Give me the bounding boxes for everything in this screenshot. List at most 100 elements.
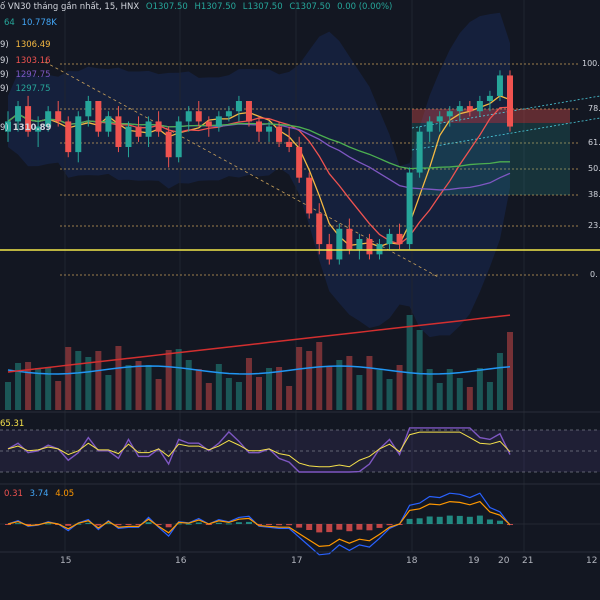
candle-body	[446, 111, 453, 117]
candle-body	[55, 111, 62, 122]
indicator-legend-ma3[interactable]: 9) 1297.75	[0, 70, 55, 80]
candle-body	[396, 233, 403, 245]
legend-value: 1303.16	[15, 56, 51, 66]
candle-body	[436, 116, 443, 122]
rsi-legend[interactable]: 65.31	[0, 419, 28, 429]
volume-bar	[346, 356, 353, 410]
volume-bar	[25, 362, 32, 410]
ma-line-fast	[7, 95, 511, 248]
volume-bar	[235, 382, 242, 410]
candle-body	[45, 111, 52, 127]
candle-body	[466, 106, 473, 112]
price-tag-value: 1310.89	[12, 123, 52, 133]
candle-body	[205, 121, 212, 127]
candle-body	[476, 101, 483, 112]
candle-body	[507, 75, 513, 127]
volume-bar	[135, 361, 142, 410]
macd-histogram-bar	[145, 522, 152, 524]
macd-histogram-bar	[436, 516, 443, 524]
volume-bar	[316, 342, 323, 410]
candle-body	[195, 111, 202, 122]
time-tick: 15	[60, 556, 72, 566]
candle-body	[356, 239, 363, 250]
volume-bar	[155, 379, 162, 410]
volume-bar	[436, 383, 443, 410]
candle-body	[225, 111, 232, 117]
volume-bar	[115, 346, 122, 410]
macd-pane	[0, 492, 600, 556]
macd-histogram-bar	[376, 524, 383, 528]
legend-value: 1297.75	[15, 70, 51, 80]
indicator-legend-ma4[interactable]: 9) 1297.75	[0, 84, 55, 94]
candle-body	[15, 106, 22, 122]
volume-bar	[105, 375, 112, 410]
grid-lines	[64, 0, 525, 552]
indicator-legend-volume[interactable]: 64 10.778K	[0, 18, 61, 28]
volume-bar	[286, 386, 293, 410]
macd-histogram-bar	[416, 518, 423, 524]
macd-histogram-value: 0.31	[4, 489, 23, 499]
volume-bar	[426, 369, 433, 410]
candle-body	[416, 131, 423, 173]
rsi-line	[7, 427, 511, 473]
macd-histogram-bar	[346, 524, 353, 532]
volume-bar	[215, 364, 222, 410]
candle-body	[85, 101, 92, 117]
volume-bar	[296, 347, 303, 410]
macd-histogram-bar	[105, 523, 112, 525]
legend-value: 10.778K	[21, 18, 57, 28]
candle-body	[125, 126, 132, 147]
candle-body	[95, 101, 102, 132]
candle-body	[316, 213, 323, 245]
candle-body	[35, 126, 42, 132]
candle-body	[215, 116, 222, 127]
macd-signal-line	[7, 500, 511, 548]
macd-legend[interactable]: 0.31 3.74 4.05	[4, 489, 78, 499]
macd-histogram-bar	[266, 524, 273, 525]
bollinger-bands	[8, 12, 510, 338]
volume-bar	[496, 353, 503, 410]
macd-histogram-bar	[496, 520, 503, 524]
rsi-signal-line	[7, 431, 511, 468]
macd-histogram-bar	[296, 524, 303, 528]
candle-body	[165, 131, 172, 158]
volume-bar	[145, 365, 152, 410]
candle-body	[266, 126, 273, 132]
macd-histogram-bar	[326, 524, 333, 533]
candle-body	[366, 239, 373, 255]
candle-body	[235, 101, 242, 112]
macd-histogram-bar	[75, 523, 82, 525]
candle-body	[155, 121, 162, 132]
macd-histogram-bar	[225, 523, 232, 525]
macd-histogram-bar	[15, 523, 22, 525]
volume-bar	[35, 368, 42, 410]
macd-histogram-bar	[366, 524, 373, 531]
volume-bar	[507, 332, 513, 410]
volume-bar	[336, 360, 343, 410]
ohlc-open: O1307.50	[145, 2, 188, 12]
macd-histogram-bar	[195, 522, 202, 524]
candle-body	[376, 244, 383, 255]
fib-label-61: 61.	[588, 138, 600, 147]
volume-bar	[185, 360, 192, 410]
indicator-legend-ma1[interactable]: 9) 1306.49	[0, 40, 55, 50]
macd-line-value: 3.74	[29, 489, 49, 499]
candle-body	[426, 121, 433, 132]
legend-prefix: 9)	[0, 40, 9, 50]
macd-histogram-bar	[486, 519, 493, 524]
volume-bar	[5, 382, 11, 410]
macd-histogram-bar	[95, 524, 102, 526]
indicator-legend-ma2[interactable]: 9) 1303.16	[0, 56, 55, 66]
volume-bar	[306, 351, 313, 410]
volume-bar	[266, 368, 273, 410]
candle-body	[486, 95, 493, 101]
candle-body	[115, 116, 122, 147]
candle-body	[185, 111, 192, 122]
volume-bar	[225, 378, 232, 410]
macd-histogram-bar	[65, 524, 72, 526]
volume-bar	[456, 378, 463, 410]
macd-histogram-bar	[235, 522, 242, 524]
macd-histogram-bar	[466, 516, 473, 524]
volume-bar	[476, 368, 483, 410]
